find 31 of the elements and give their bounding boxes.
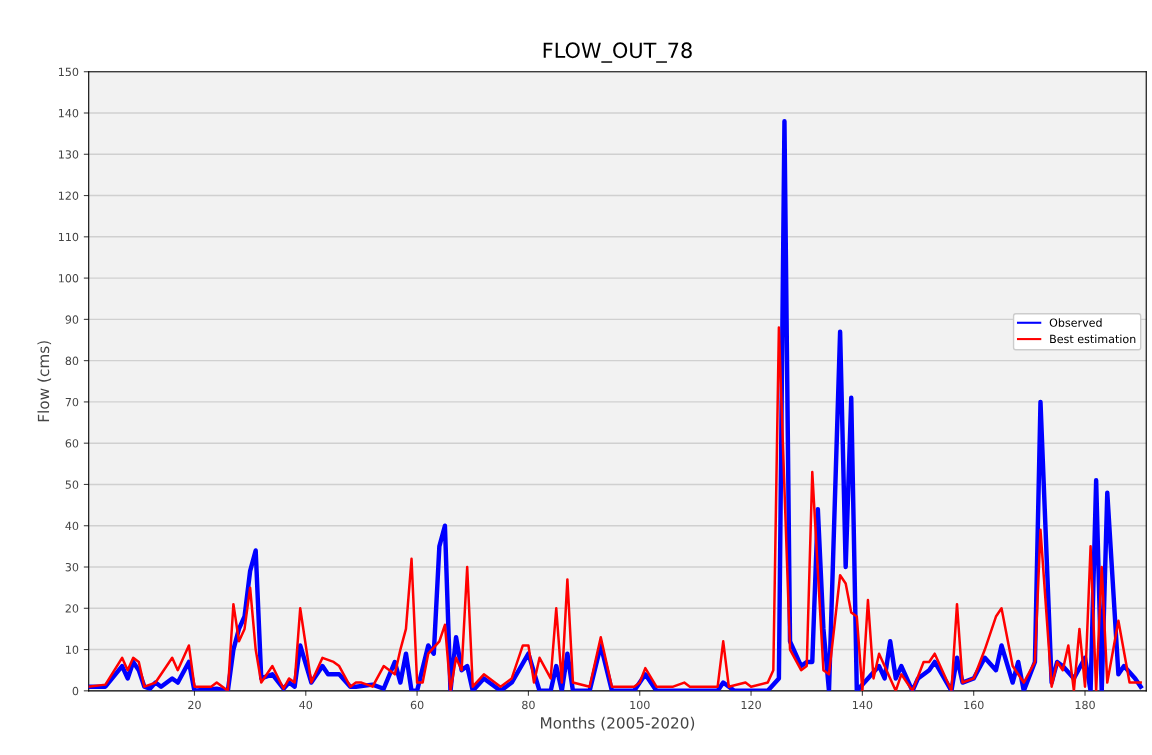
y-tick-label: 120 [58,191,79,200]
x-axis-title: Months (2005-2020) [541,716,695,731]
y-tick-label: 140 [58,108,79,118]
y-axis-title: Flow (cms) [37,341,52,422]
y-tick-label: 100 [58,274,79,283]
x-tick-label: 40 [299,700,313,710]
x-tick-label: 120 [741,700,761,710]
y-tick-label: 10 [66,645,79,654]
legend-label: Observed [1049,318,1102,327]
x-tick-label: 80 [522,700,535,710]
y-tick-label: 50 [65,480,79,489]
x-tick-label: 180 [1075,700,1095,710]
line-series [88,326,1142,691]
y-tick-label: 40 [65,521,79,531]
y-tick-label: 130 [58,150,79,159]
y-tick-label: 30 [65,562,79,572]
x-tick-label: 100 [630,700,650,710]
legend-label: Best estimation [1050,334,1136,344]
y-tick-label: 150 [58,67,79,77]
y-tick-label: 110 [58,232,79,242]
y-tick-label: 0 [72,686,79,696]
chart-title: FLOW_OUT_78 [543,42,692,63]
y-tick-label: 90 [65,315,79,324]
x-tick-label: 60 [410,700,424,710]
x-tick-label: 20 [188,700,201,710]
y-tick-label: 20 [65,604,79,613]
y-tick-label: 80 [65,356,79,366]
x-tick-label: 140 [852,700,873,710]
y-tick-label: 60 [65,439,79,448]
x-tick-label: 160 [964,700,984,710]
y-tick-label: 70 [65,397,79,407]
